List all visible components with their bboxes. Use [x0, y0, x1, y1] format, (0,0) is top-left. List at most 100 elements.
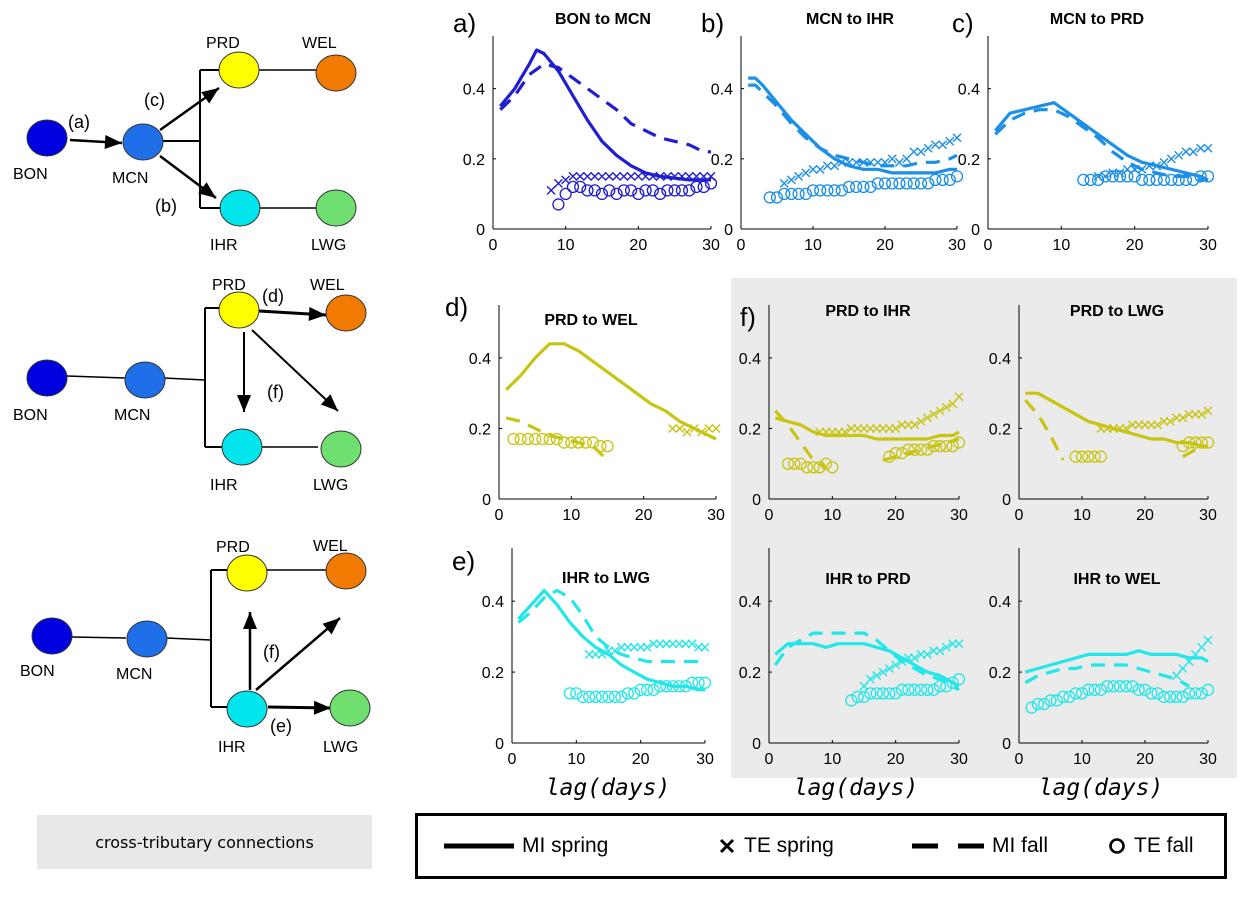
te-spring-point — [909, 147, 919, 157]
te-fall-point — [908, 443, 921, 456]
chart-title: PRD to WEL — [544, 312, 638, 329]
te-fall-point — [785, 187, 798, 201]
x-tick-label: 10 — [557, 237, 575, 254]
te-spring-point — [794, 171, 804, 181]
series-mi-spring — [994, 101, 1209, 182]
te-fall-point — [1121, 170, 1134, 183]
te-fall-point — [594, 439, 607, 453]
wel-label: WEL — [302, 35, 337, 52]
te-fall-point — [1189, 687, 1202, 700]
x-tick-label: 10 — [804, 237, 822, 254]
te-fall-point — [821, 184, 834, 197]
te-fall-point — [666, 680, 679, 693]
y-tick-label: 0.4 — [958, 82, 980, 99]
te-spring-point — [700, 642, 710, 652]
te-fall-point — [770, 191, 784, 204]
te-spring-point — [844, 157, 854, 167]
te-fall-point — [1082, 683, 1095, 696]
te-fall-point — [1128, 170, 1141, 183]
te-fall-point — [679, 680, 692, 693]
te-fall-point — [763, 191, 776, 204]
mcn-node — [124, 361, 166, 399]
te-spring-point — [1137, 164, 1147, 174]
legend-item-mi-fall: MI fall — [912, 816, 1048, 876]
te-spring-point — [887, 154, 897, 164]
te-spring-point — [897, 420, 907, 430]
te-fall-point — [1195, 687, 1208, 700]
mcn-label: MCN — [112, 170, 148, 187]
te-spring-point — [948, 639, 958, 649]
te-spring-point — [948, 399, 958, 409]
y-tick-label: 0.4 — [739, 594, 761, 611]
te-fall-point — [1165, 173, 1178, 187]
te-spring-point — [1108, 168, 1118, 178]
te-fall-point — [946, 676, 959, 689]
arrow-f-diag — [255, 617, 341, 691]
series-mi-fall — [1024, 399, 1065, 461]
te-spring-point — [1165, 416, 1175, 426]
te-fall-point — [800, 461, 814, 474]
te-fall-point — [583, 690, 596, 704]
te-spring-point — [859, 423, 869, 433]
te-spring-point — [827, 427, 837, 437]
te-fall-point — [864, 180, 877, 194]
te-fall-point — [572, 436, 585, 449]
te-fall-point — [634, 683, 647, 696]
te-fall-point — [565, 436, 578, 449]
te-spring-point — [648, 171, 658, 181]
y-tick-label: 0 — [1002, 736, 1011, 753]
te-spring-point — [636, 642, 646, 652]
te-fall-point — [940, 680, 953, 693]
x-tick-label: 0 — [1015, 507, 1024, 524]
te-fall-point — [692, 676, 705, 689]
lwg-label: LWG — [311, 237, 346, 254]
te-fall-point — [1077, 173, 1090, 187]
panel-letter: d) — [445, 292, 468, 322]
te-spring-point — [880, 157, 890, 167]
te-fall-point — [895, 683, 909, 696]
chart-panel-f2: 0 10 20 30 0 0.2 0.4 PRD to LWG — [989, 303, 1217, 524]
te-spring-point — [922, 649, 932, 659]
x-tick-label: 10 — [562, 507, 580, 524]
te-fall-point — [581, 184, 594, 197]
te-fall-point — [1176, 690, 1189, 704]
te-fall-point — [813, 461, 826, 474]
te-fall-point — [907, 177, 920, 190]
prd-label: PRD — [206, 35, 240, 52]
te-spring-point — [865, 423, 875, 433]
chart-panel-f3: 0 10 20 30 0 0.2 0.4 IHR to PRD — [739, 548, 968, 768]
te-fall-point — [1099, 170, 1112, 183]
te-fall-point — [1091, 173, 1105, 187]
te-spring-point — [681, 639, 691, 649]
te-spring-point — [840, 427, 850, 437]
te-spring-point — [865, 674, 875, 684]
chart-panel-c: 0 10 20 30 0 0.2 0.4 MCN to PRD c) — [952, 8, 1217, 254]
te-fall-point — [828, 184, 841, 197]
te-spring-point — [894, 157, 904, 167]
te-spring-point — [568, 171, 578, 181]
te-fall-point — [1075, 450, 1089, 463]
series-mi-fall — [774, 631, 960, 692]
te-spring-point — [591, 649, 601, 659]
te-spring-point — [689, 423, 699, 433]
te-spring-point — [786, 175, 796, 185]
bon-label: BON — [20, 663, 55, 680]
x-tick-label: 0 — [765, 507, 774, 524]
edge-label-d: (d) — [262, 286, 284, 306]
te-fall-point — [640, 683, 654, 696]
te-spring-point — [954, 639, 964, 649]
x-tick-label: 20 — [887, 507, 905, 524]
te-spring-point — [872, 671, 882, 681]
te-spring-point — [1115, 168, 1125, 178]
te-spring-point — [546, 185, 556, 195]
chart-title: IHR to WEL — [1073, 571, 1160, 588]
te-fall-point — [902, 683, 915, 696]
te-fall-point — [1195, 436, 1208, 449]
te-fall-point — [673, 680, 686, 693]
series-mi-spring — [1024, 649, 1209, 674]
x-tick-label: 20 — [1136, 507, 1154, 524]
x-axis-label-1: lag(days) — [546, 775, 671, 801]
te-fall-point — [1176, 439, 1189, 453]
series-mi-fall — [505, 416, 609, 462]
